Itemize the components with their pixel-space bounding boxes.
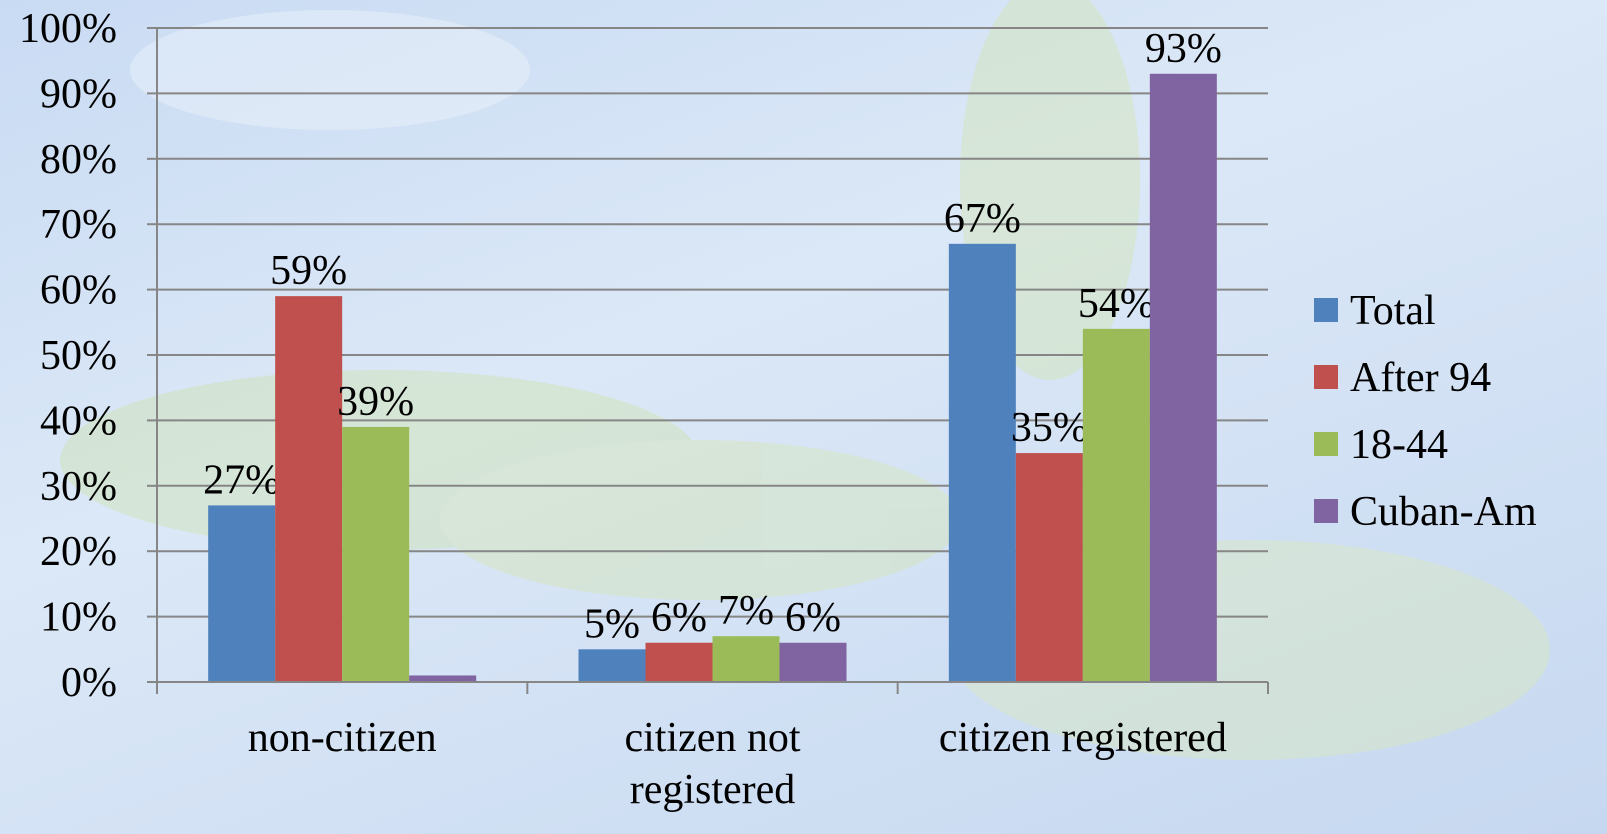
data-label: 27% [203,457,280,503]
legend-swatch [1314,499,1338,523]
y-tick-label: 60% [40,268,117,314]
bar [1150,74,1217,682]
legend-label: 18-44 [1350,422,1448,468]
bar [1083,329,1150,682]
data-label: 54% [1078,281,1155,327]
x-tick-label: citizen not registered [543,712,883,816]
legend-swatch [1314,432,1338,456]
bar [713,636,780,682]
legend-swatch [1314,365,1338,389]
bar [780,643,847,682]
bar [579,649,646,682]
bar [275,296,342,682]
data-label: 7% [718,588,774,634]
data-label: 6% [651,595,707,641]
data-label: 35% [1011,405,1088,451]
data-label: 93% [1145,26,1222,72]
bar [949,244,1016,682]
bar [1016,453,1083,682]
legend-label: After 94 [1350,355,1491,401]
legend-label: Cuban-Am [1350,489,1537,535]
data-label: 5% [584,601,640,647]
data-label: 6% [785,595,841,641]
y-tick-label: 100% [19,6,117,52]
y-tick-label: 40% [40,398,117,444]
y-tick-label: 0% [61,660,117,706]
bar [646,643,713,682]
y-tick-label: 80% [40,137,117,183]
legend-swatch [1314,298,1338,322]
bar [208,505,275,682]
y-tick-label: 10% [40,595,117,641]
y-tick-label: 70% [40,202,117,248]
y-tick-label: 90% [40,71,117,117]
y-tick-label: 50% [40,333,117,379]
y-tick-label: 20% [40,529,117,575]
data-label: 59% [270,248,347,294]
y-tick-label: 30% [40,464,117,510]
data-label: 39% [337,379,414,425]
x-tick-label: non-citizen [172,712,512,764]
bar [342,427,409,682]
chart: 0% 10% 20% 30% 40% 50% 60% 70% 80% 90% 100% 27% 59% 3… [0,0,1607,834]
slide: 0% 10% 20% 30% 40% 50% 60% 70% 80% 90% 100% 27% 59% 3… [0,0,1607,834]
legend-label: Total [1350,288,1436,334]
data-label: 67% [944,196,1021,242]
x-tick-label: citizen registered [913,712,1253,764]
